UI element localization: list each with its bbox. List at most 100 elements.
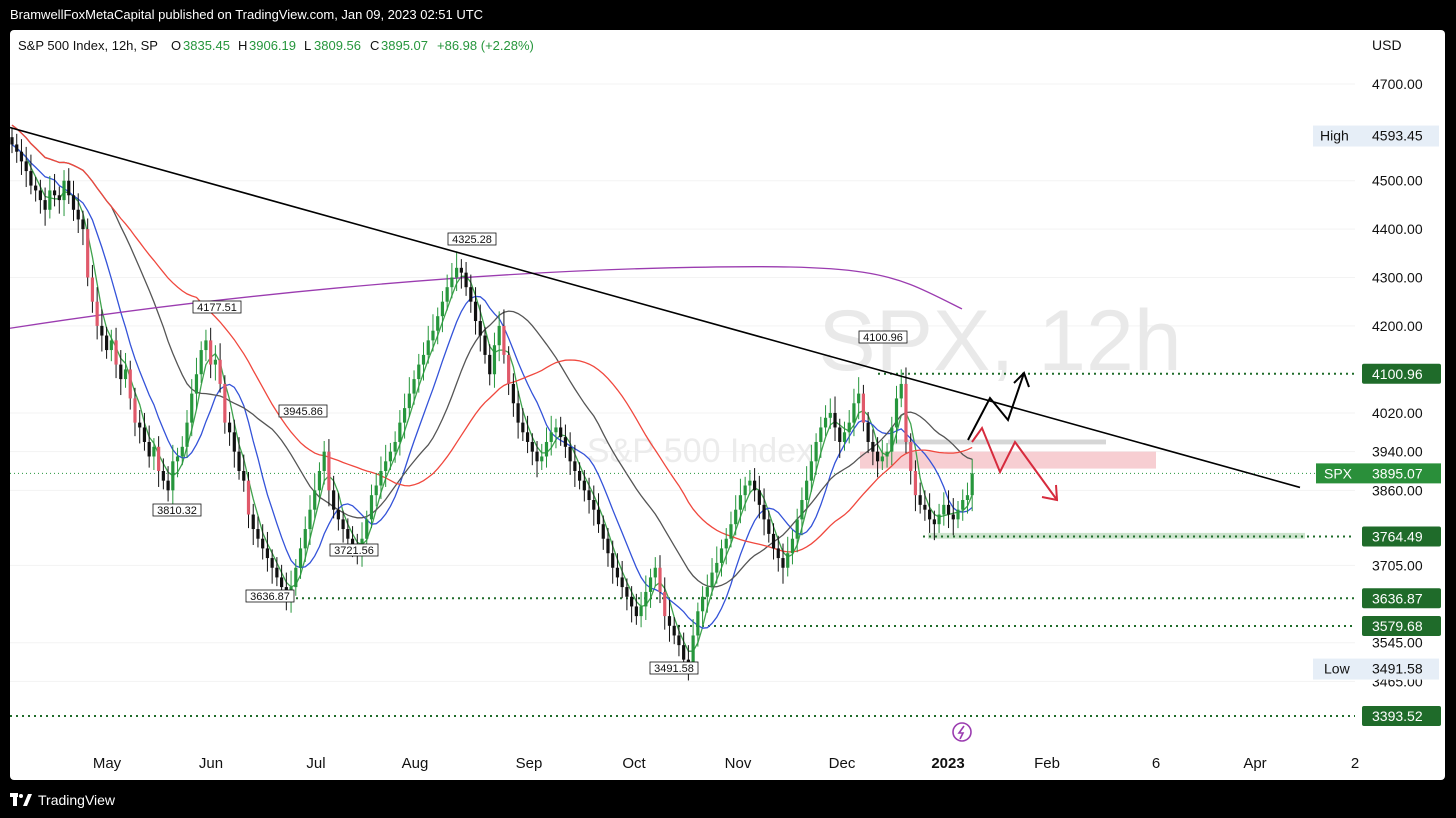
candle-body — [15, 144, 19, 152]
candle-body — [365, 519, 369, 539]
candle-body — [34, 185, 38, 191]
ma-purple — [10, 266, 963, 329]
price-tick-label: 4400.00 — [1372, 221, 1423, 237]
time-tick-label: 6 — [1152, 755, 1160, 772]
candle-body — [861, 393, 865, 423]
candle-body — [961, 500, 965, 510]
price-tick-label: 3705.00 — [1372, 557, 1423, 573]
candle-body — [100, 325, 104, 336]
candle-body — [790, 538, 795, 554]
candle-body — [294, 567, 298, 588]
candle-body — [256, 529, 260, 539]
swing-label-text: 3636.87 — [250, 591, 290, 603]
candle-body — [540, 456, 544, 462]
candle-body — [81, 219, 85, 230]
candle-body — [705, 587, 709, 597]
candle-body — [582, 480, 586, 491]
footer-bar: TradingView — [0, 782, 1456, 818]
candle-body — [24, 161, 28, 172]
watermark-name: S&P 500 Index — [587, 432, 813, 470]
candle-body — [384, 461, 388, 471]
candle-body — [421, 354, 426, 365]
candle-body — [672, 625, 676, 636]
candle-body — [573, 461, 577, 471]
candle-body — [615, 567, 620, 578]
level-tag-text: 3636.87 — [1372, 590, 1423, 606]
candle-body — [38, 190, 42, 201]
candle-body — [488, 354, 492, 375]
high-marker-label: High — [1320, 128, 1349, 144]
candle-body — [303, 529, 307, 549]
time-tick-label: 2 — [1351, 755, 1359, 772]
candle-body — [923, 504, 927, 510]
candle-body — [767, 519, 771, 534]
candle-body — [857, 393, 861, 404]
candle-body — [227, 422, 232, 433]
candle-body — [180, 446, 184, 457]
candle-body — [663, 591, 667, 617]
candle-body — [611, 553, 615, 568]
candle-body — [431, 330, 435, 341]
ma-red — [11, 124, 973, 553]
candle-body — [350, 538, 355, 549]
time-tick-label: Apr — [1243, 755, 1266, 772]
candle-body — [175, 456, 180, 462]
price-tick-label: 4300.00 — [1372, 269, 1423, 285]
tradingview-logo[interactable]: TradingView — [0, 792, 115, 808]
candle-body — [559, 427, 563, 438]
candle-body — [152, 446, 156, 457]
candle-body — [620, 577, 624, 588]
legend-close: 3895.07 — [381, 38, 428, 53]
candle-body — [544, 441, 549, 457]
candle-body — [114, 340, 118, 365]
event-icon[interactable] — [952, 722, 972, 742]
candle-body — [464, 272, 468, 288]
price-tick-label: 4500.00 — [1372, 173, 1423, 189]
candle-body — [440, 301, 445, 317]
candle-body — [814, 441, 818, 462]
candle-body — [29, 171, 33, 186]
price-tick-label: 4020.00 — [1372, 405, 1423, 421]
current-price-tag-bg — [1362, 463, 1441, 484]
current-symbol-tag-bg — [1316, 463, 1362, 484]
resistance-trendline — [10, 126, 1301, 489]
swing-label-box — [278, 404, 328, 418]
candle-body — [734, 509, 738, 525]
tradingview-logo-icon — [10, 793, 32, 806]
candle-body — [398, 422, 402, 442]
candle-body — [743, 485, 747, 496]
candle-body — [218, 359, 222, 384]
candle-body — [317, 470, 322, 491]
candle-body — [828, 412, 832, 418]
candle-body — [710, 572, 714, 588]
swing-label-box — [245, 589, 295, 603]
price-tick-label: 3545.00 — [1372, 635, 1423, 651]
candle-body — [918, 495, 922, 505]
price-tick-label: 4200.00 — [1372, 318, 1423, 334]
candle-body — [492, 345, 497, 375]
candle-body — [190, 393, 194, 423]
candle-body — [757, 490, 761, 505]
candle-body — [379, 470, 383, 486]
candle-body — [738, 495, 743, 510]
chart-panel[interactable]: SPX, 12h S&P 500 Index 4100.96 3764.49 363… — [10, 30, 1445, 780]
level-tag-bg — [1362, 588, 1441, 609]
candle-body — [875, 451, 880, 462]
candle-body — [587, 490, 591, 501]
candle-body — [530, 441, 534, 452]
candle-body — [204, 340, 208, 351]
candle-body — [298, 548, 303, 568]
candle-body — [270, 558, 274, 568]
candle-body — [644, 591, 648, 607]
candle-body — [478, 321, 482, 336]
candle-body — [937, 514, 941, 525]
candle-body — [473, 301, 478, 322]
legend-symbol: S&P 500 Index, 12h, SP — [18, 38, 158, 53]
swing-label-box — [152, 503, 202, 517]
low-marker-bg — [1313, 658, 1439, 680]
candle-body — [890, 427, 894, 452]
level-tag-text: 3579.68 — [1372, 618, 1423, 634]
price-chart[interactable]: SPX, 12h S&P 500 Index 4100.963764.49363… — [10, 30, 1445, 780]
candle-body — [90, 277, 95, 302]
candle-body — [232, 432, 236, 452]
